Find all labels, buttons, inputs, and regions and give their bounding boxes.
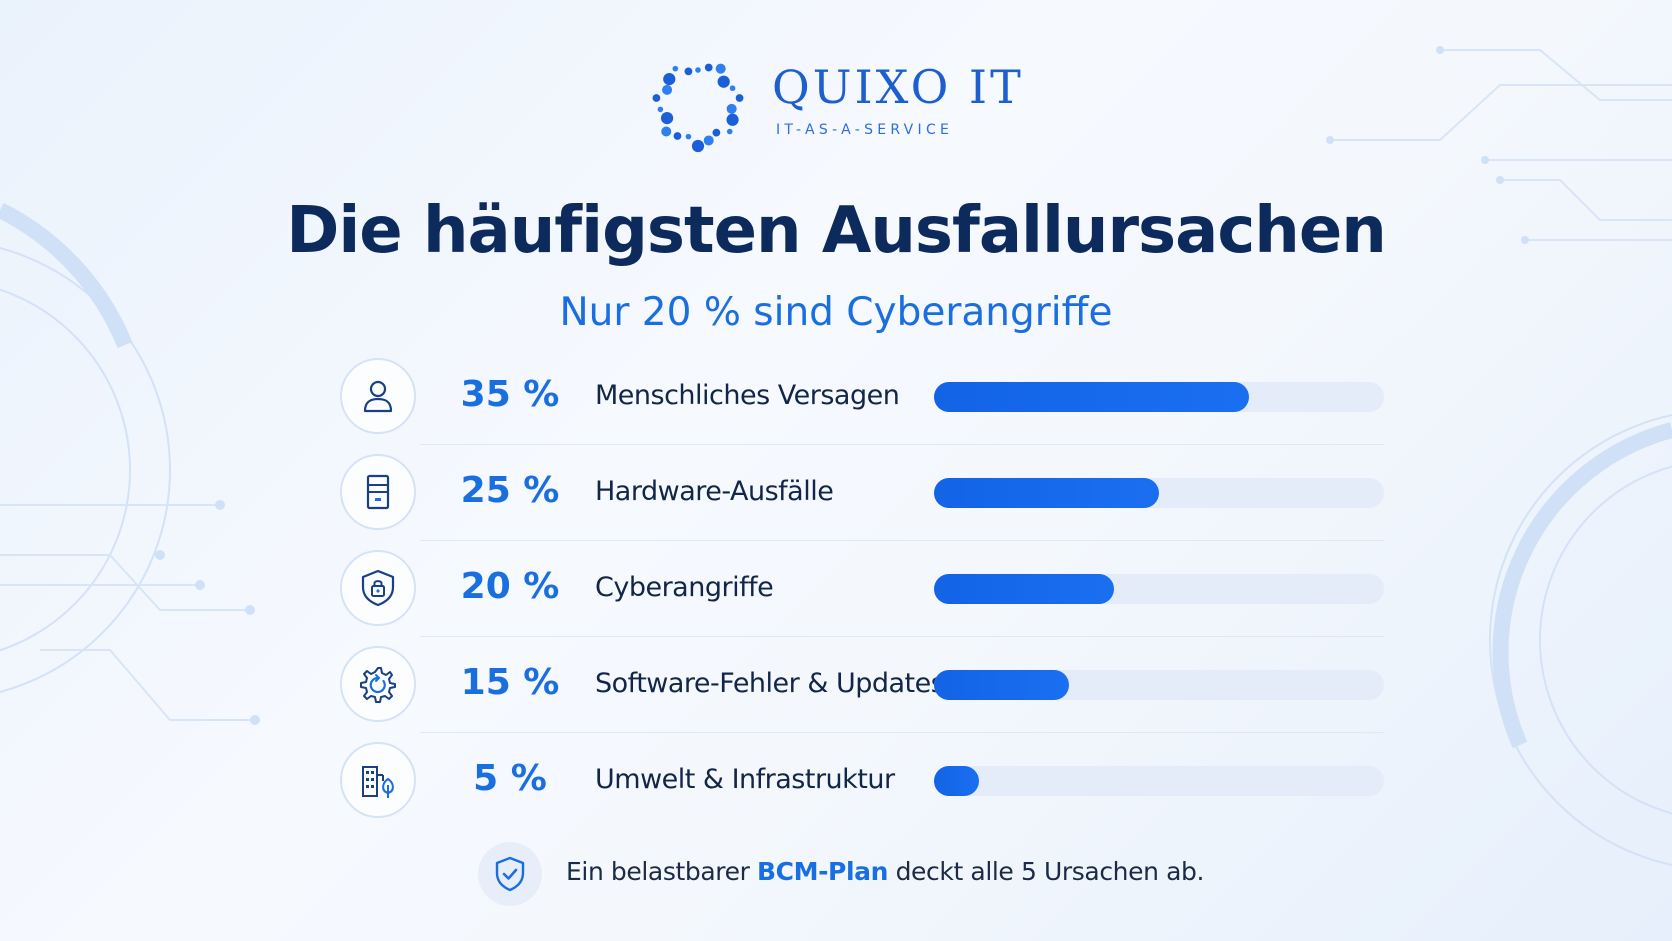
logo-dot bbox=[712, 128, 721, 137]
building-tree-icon bbox=[340, 742, 416, 818]
brand-logo: QUIXO IT IT-AS-A-SERVICE bbox=[648, 54, 1021, 154]
footer-highlight: BCM-Plan bbox=[757, 857, 889, 886]
bar bbox=[934, 382, 1249, 412]
bar-track bbox=[934, 574, 1384, 604]
gear-refresh-icon bbox=[340, 646, 416, 722]
category-label: Hardware-Ausfälle bbox=[595, 476, 834, 507]
bar-value-label: 25 % bbox=[460, 470, 560, 511]
bar-track bbox=[934, 670, 1384, 700]
logo-dot bbox=[717, 75, 730, 88]
row-divider bbox=[420, 732, 1384, 733]
server-icon bbox=[340, 454, 416, 530]
footer-text: Ein belastbarer BCM-Plan deckt alle 5 Ur… bbox=[566, 857, 1204, 886]
row-divider bbox=[420, 444, 1384, 445]
person-icon bbox=[340, 358, 416, 434]
footer-text-before: Ein belastbarer bbox=[566, 857, 757, 886]
row-divider bbox=[420, 540, 1384, 541]
category-label: Cyberangriffe bbox=[595, 572, 774, 603]
logo-dot bbox=[726, 103, 737, 114]
brand-tagline: IT-AS-A-SERVICE bbox=[776, 122, 954, 138]
category-label: Umwelt & Infrastruktur bbox=[595, 764, 895, 795]
logo-dot bbox=[691, 139, 705, 153]
bar-track bbox=[934, 766, 1384, 796]
brand-name: QUIXO IT bbox=[772, 60, 1024, 114]
chart-row: 5 % Umwelt & Infrastruktur bbox=[0, 736, 1672, 826]
logo-dot bbox=[703, 135, 714, 146]
page-subtitle: Nur 20 % sind Cyberangriffe bbox=[559, 290, 1113, 335]
bar bbox=[934, 478, 1159, 508]
logo-dot bbox=[685, 133, 692, 140]
logo-dot bbox=[715, 63, 726, 74]
logo-dot bbox=[663, 73, 676, 86]
shield-lock-icon bbox=[340, 550, 416, 626]
bar-value-label: 35 % bbox=[460, 374, 560, 415]
logo-dot bbox=[652, 94, 661, 102]
chart-row: 35 % Menschliches Versagen bbox=[0, 352, 1672, 442]
page-title: Die häufigsten Ausfallursachen bbox=[286, 194, 1387, 268]
logo-dot bbox=[661, 126, 672, 137]
logo-dot bbox=[726, 113, 739, 126]
bar-track bbox=[934, 382, 1384, 412]
footer-text-after: deckt alle 5 Ursachen ab. bbox=[888, 857, 1205, 886]
logo-dot bbox=[735, 94, 744, 102]
row-divider bbox=[420, 636, 1384, 637]
chart-row: 15 % Software-Fehler & Updates bbox=[0, 640, 1672, 730]
category-label: Software-Fehler & Updates bbox=[595, 668, 945, 699]
logo-dot bbox=[657, 106, 664, 113]
logo-dot bbox=[684, 67, 693, 76]
bar-value-label: 5 % bbox=[473, 758, 547, 799]
bar bbox=[934, 766, 979, 796]
chart-row: 20 % Cyberangriffe bbox=[0, 544, 1672, 634]
bar bbox=[934, 670, 1069, 700]
logo-dot bbox=[672, 65, 679, 72]
logo-ring-icon bbox=[652, 63, 744, 153]
logo-dot bbox=[660, 112, 674, 125]
logo-dot bbox=[704, 63, 713, 72]
footer-note: Ein belastbarer BCM-Plan deckt alle 5 Ur… bbox=[478, 842, 1278, 906]
bar-value-label: 15 % bbox=[460, 662, 560, 703]
bar-value-label: 20 % bbox=[460, 566, 560, 607]
category-label: Menschliches Versagen bbox=[595, 380, 900, 411]
logo-dot bbox=[673, 132, 682, 140]
shield-check-icon bbox=[478, 842, 542, 906]
bar bbox=[934, 574, 1114, 604]
bar-track bbox=[934, 478, 1384, 508]
chart-row: 25 % Hardware-Ausfälle bbox=[0, 448, 1672, 538]
logo-dot bbox=[662, 84, 673, 95]
logo-dot bbox=[729, 85, 736, 92]
logo-dot bbox=[695, 67, 701, 73]
logo-dot bbox=[726, 128, 733, 135]
